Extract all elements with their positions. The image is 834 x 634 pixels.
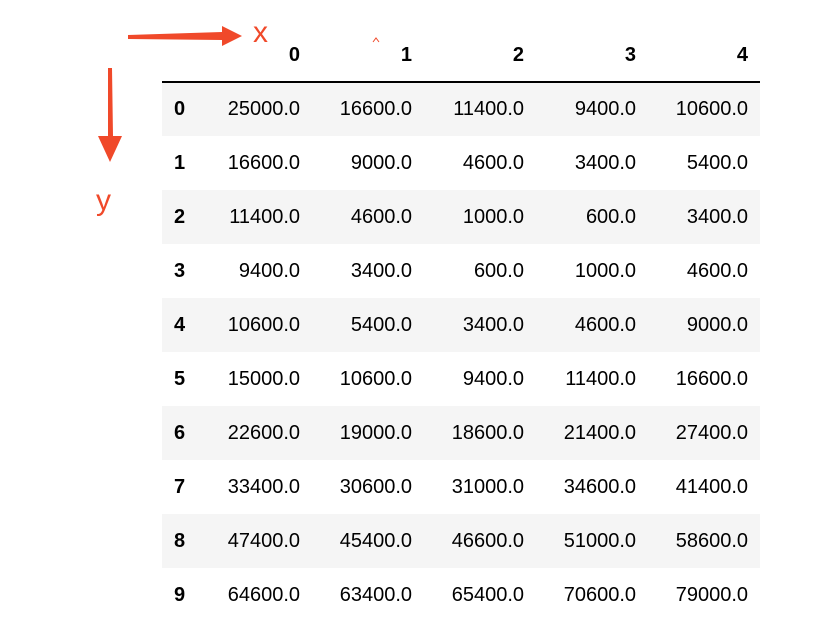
column-header: 0 (200, 30, 312, 83)
table-cell: 22600.0 (227, 421, 300, 444)
table-cell: 4600.0 (574, 313, 636, 336)
row-index-label: 5 (174, 367, 186, 390)
table-cell: 9000.0 (686, 313, 748, 336)
table-cell: 4600.0 (462, 151, 524, 174)
table-cell: 47400.0 (227, 529, 300, 552)
table-cell: 21400.0 (563, 421, 636, 444)
table-cell: 27400.0 (675, 421, 748, 444)
row-index-label: 4 (174, 313, 186, 336)
y-axis-arrow-icon (98, 68, 122, 162)
table-cell: 79000.0 (675, 583, 748, 606)
table-cell: 10600.0 (227, 313, 300, 336)
row-index-label: 3 (174, 259, 186, 282)
table-cell: 10600.0 (339, 367, 412, 390)
table-cell: 63400.0 (339, 583, 412, 606)
table-cell: 34600.0 (563, 475, 636, 498)
table-cell: 600.0 (473, 259, 524, 282)
row-index-label: 6 (174, 421, 186, 444)
table-cell: 9000.0 (350, 151, 412, 174)
table-row: 8 47400.0 45400.0 46600.0 51000.0 58600.0 (162, 514, 760, 568)
row-index-label: 7 (174, 475, 186, 498)
table-row: 0 25000.0 16600.0 11400.0 9400.0 10600.0 (162, 82, 760, 136)
index-corner-cell (162, 30, 200, 83)
table-row: 2 11400.0 4600.0 1000.0 600.0 3400.0 (162, 190, 760, 244)
table-cell: 51000.0 (563, 529, 636, 552)
row-index-label: 1 (174, 151, 186, 174)
column-header: 1 (312, 30, 424, 83)
table-cell: 30600.0 (339, 475, 412, 498)
column-header: 3 (536, 30, 648, 83)
table-cell: 19000.0 (339, 421, 412, 444)
table-cell: 70600.0 (563, 583, 636, 606)
table-row: 4 10600.0 5400.0 3400.0 4600.0 9000.0 (162, 298, 760, 352)
table-cell: 3400.0 (574, 151, 636, 174)
table-cell: 600.0 (585, 205, 636, 228)
table-cell: 5400.0 (686, 151, 748, 174)
table-cell: 4600.0 (686, 259, 748, 282)
table-cell: 11400.0 (229, 205, 300, 228)
table-cell: 33400.0 (227, 475, 300, 498)
table-cell: 3400.0 (350, 259, 412, 282)
table-cell: 46600.0 (451, 529, 524, 552)
table-cell: 9400.0 (238, 259, 300, 282)
table-cell: 64600.0 (227, 583, 300, 606)
table-cell: 15000.0 (227, 367, 300, 390)
row-index-label: 0 (174, 98, 186, 120)
table-cell: 65400.0 (451, 583, 524, 606)
y-axis-label: y (96, 184, 111, 217)
row-index-label: 8 (174, 529, 186, 552)
table-cell: 31000.0 (451, 475, 524, 498)
table-cell: 25000.0 (227, 98, 300, 120)
table-cell: 3400.0 (686, 205, 748, 228)
table-cell: 16600.0 (339, 98, 412, 120)
column-header: 2 (424, 30, 536, 83)
table-cell: 9400.0 (462, 367, 524, 390)
table-row: 7 33400.0 30600.0 31000.0 34600.0 41400.0 (162, 460, 760, 514)
table-cell: 3400.0 (462, 313, 524, 336)
header-row: 0 1 2 3 4 (162, 30, 760, 83)
table-row: 1 16600.0 9000.0 4600.0 3400.0 5400.0 (162, 136, 760, 190)
table-row: 6 22600.0 19000.0 18600.0 21400.0 27400.0 (162, 406, 760, 460)
table-cell: 11400.0 (453, 98, 524, 120)
table-cell: 11400.0 (565, 367, 636, 390)
table-cell: 10600.0 (675, 98, 748, 120)
row-index-label: 2 (174, 205, 186, 228)
table-cell: 5400.0 (350, 313, 412, 336)
table-cell: 16600.0 (675, 367, 748, 390)
row-index-label: 9 (174, 583, 186, 606)
dataframe-table: 0 1 2 3 4 0 25000.0 16600.0 11400.0 9400.0 10… (162, 30, 760, 622)
table-row: 9 64600.0 63400.0 65400.0 70600.0 79000.0 (162, 568, 760, 622)
table-cell: 1000.0 (574, 259, 636, 282)
table-row: 3 9400.0 3400.0 600.0 1000.0 4600.0 (162, 244, 760, 298)
table-cell: 18600.0 (451, 421, 524, 444)
table-row: 5 15000.0 10600.0 9400.0 11400.0 16600.0 (162, 352, 760, 406)
column-header: 4 (648, 30, 760, 83)
table-cell: 16600.0 (227, 151, 300, 174)
table-cell: 4600.0 (350, 205, 412, 228)
table-cell: 1000.0 (462, 205, 524, 228)
table-cell: 9400.0 (574, 98, 636, 120)
table-cell: 41400.0 (675, 475, 748, 498)
table-cell: 45400.0 (339, 529, 412, 552)
table-cell: 58600.0 (675, 529, 748, 552)
